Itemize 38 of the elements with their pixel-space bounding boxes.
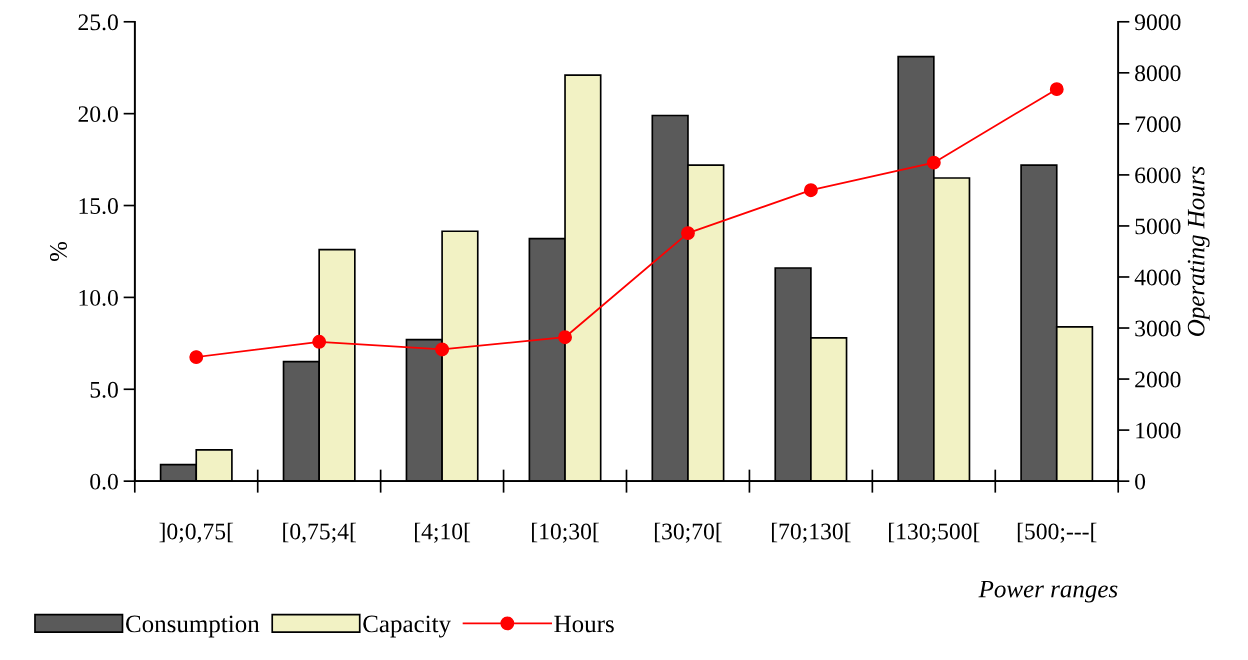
- y-tick-label: 15.0: [79, 198, 118, 215]
- y-tick-label: 0.0: [90, 473, 118, 490]
- y2-tick-label: 9000: [1134, 14, 1181, 31]
- point: [681, 226, 695, 241]
- x-tick-label: [0,75;4[: [283, 522, 357, 543]
- y2-tick-label: 7000: [1135, 116, 1181, 133]
- point: [558, 330, 572, 345]
- x-tick-label: [130;500[: [889, 522, 980, 543]
- x-tick-label: [4;10[: [415, 522, 471, 543]
- point: [926, 155, 941, 170]
- x-tick-label: [30;70[: [654, 522, 722, 543]
- point: [1049, 82, 1064, 97]
- legend-label: Consumption: [126, 615, 260, 638]
- y2-tick-label: 0: [1135, 473, 1146, 490]
- x-tick-label: ]0;0,75[: [159, 522, 234, 543]
- y-tick-label: 10.0: [79, 289, 118, 306]
- legend-label: Capacity: [363, 615, 451, 638]
- point: [803, 183, 818, 198]
- point: [435, 342, 450, 357]
- y2-tick-label: 2000: [1135, 371, 1181, 388]
- y-tick-label: 25.0: [78, 14, 118, 31]
- point: [189, 350, 204, 365]
- legend-label: Hours: [554, 615, 614, 633]
- y-tick-label: 20.0: [78, 106, 118, 123]
- y2-tick-label: 4000: [1134, 269, 1181, 286]
- x-tick-label: [500;---[: [1017, 522, 1097, 543]
- x-tick-label: [70;130[: [771, 522, 851, 543]
- y2-axis-title: Operating Hours: [1187, 166, 1210, 336]
- y-axis-title: %: [49, 241, 67, 262]
- y2-tick-label: 1000: [1136, 422, 1181, 439]
- y2-tick-label: 5000: [1135, 218, 1181, 235]
- y-tick-label: 5.0: [90, 381, 118, 398]
- y2-tick-label: 8000: [1135, 65, 1181, 82]
- x-axis-title: Power ranges: [978, 580, 1118, 603]
- point: [312, 334, 327, 349]
- x-tick-label: [10;30[: [532, 522, 599, 543]
- y2-tick-label: 3000: [1135, 320, 1181, 337]
- y2-tick-label: 6000: [1135, 167, 1181, 184]
